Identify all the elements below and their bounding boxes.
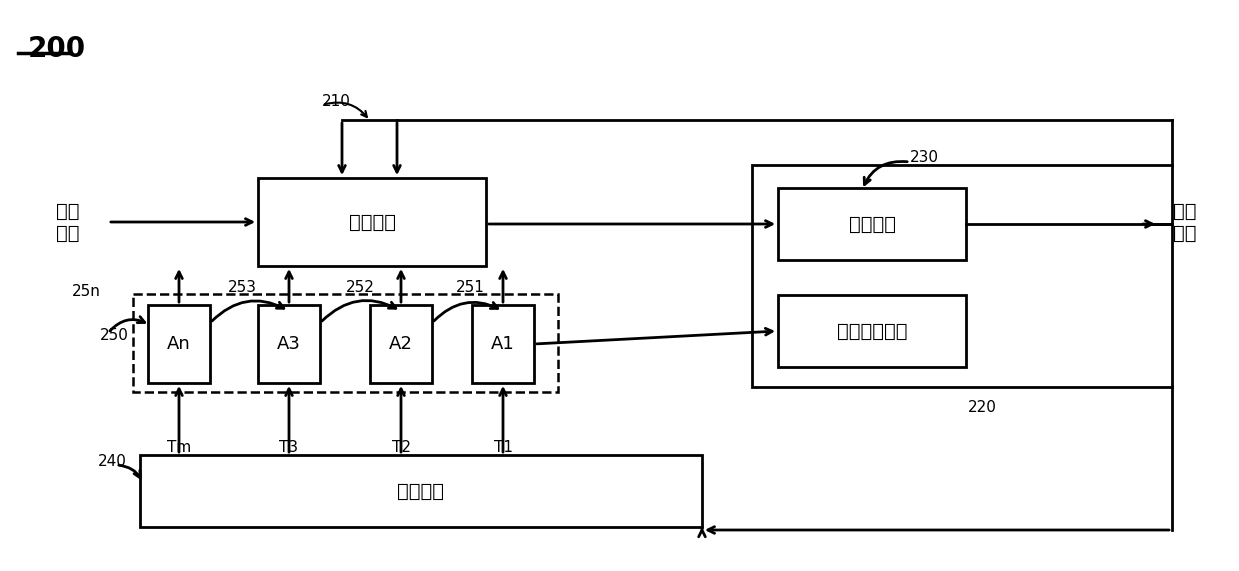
Text: 输入
端口: 输入 端口 (56, 202, 79, 243)
Text: An: An (167, 335, 191, 353)
Bar (778, 188, 966, 260)
Bar (778, 295, 966, 367)
Text: Tm: Tm (167, 440, 191, 455)
Text: 240: 240 (98, 455, 126, 469)
Bar (370, 305, 432, 383)
Bar (133, 294, 558, 392)
Text: 210: 210 (322, 94, 351, 110)
Bar (472, 305, 534, 383)
Text: 输出
端口: 输出 端口 (1173, 202, 1197, 243)
Text: 251: 251 (456, 280, 484, 296)
Text: T3: T3 (280, 440, 299, 455)
Text: 200: 200 (28, 35, 87, 63)
Text: 叠加电路: 叠加电路 (348, 212, 395, 231)
Text: T2: T2 (392, 440, 410, 455)
Text: 220: 220 (968, 400, 997, 416)
Text: 250: 250 (100, 328, 129, 343)
Text: A2: A2 (389, 335, 413, 353)
Text: T1: T1 (493, 440, 513, 455)
Text: A3: A3 (278, 335, 301, 353)
Text: 量化处理电路: 量化处理电路 (836, 321, 907, 340)
Text: 230: 230 (909, 151, 939, 166)
Text: 253: 253 (228, 280, 256, 296)
Bar (258, 178, 486, 266)
Bar (752, 165, 1172, 387)
Bar (258, 305, 320, 383)
Text: A1: A1 (491, 335, 515, 353)
Text: 低通滤波: 低通滤波 (849, 215, 896, 234)
Text: 252: 252 (346, 280, 374, 296)
Bar (140, 455, 703, 527)
Text: 延时电路: 延时电路 (398, 481, 445, 501)
Text: 25n: 25n (72, 284, 100, 300)
Bar (147, 305, 209, 383)
